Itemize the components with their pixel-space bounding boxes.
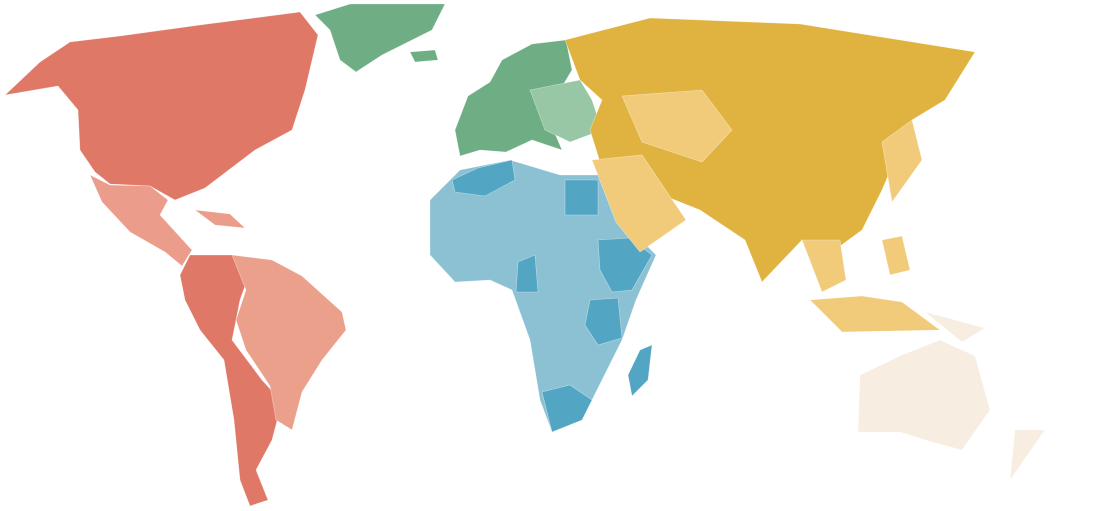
southeast-asia-shape[interactable] — [801, 239, 847, 293]
maghreb-shape[interactable] — [451, 159, 516, 197]
south-africa-shape[interactable] — [541, 384, 593, 433]
central-america-shape[interactable] — [89, 174, 193, 267]
region-north-america[interactable] — [4, 11, 319, 201]
south-america-west-shape[interactable] — [179, 254, 283, 507]
new-zealand-shape[interactable] — [1009, 429, 1046, 482]
central-asia-shape[interactable] — [621, 89, 733, 163]
caribbean-shape[interactable] — [193, 209, 246, 229]
region-greenland[interactable] — [314, 3, 446, 73]
region-central-america[interactable] — [89, 174, 246, 267]
central-africa-shape[interactable] — [515, 254, 539, 293]
new-guinea-shape[interactable] — [924, 311, 986, 343]
middle-east-shape[interactable] — [591, 154, 687, 253]
madagascar-shape[interactable] — [627, 344, 653, 397]
region-oceania[interactable] — [857, 311, 1046, 482]
south-america-east-shape[interactable] — [231, 254, 347, 431]
egypt-shape[interactable] — [564, 179, 599, 216]
region-africa-highlight[interactable] — [451, 159, 653, 433]
greenland-shape[interactable] — [314, 3, 446, 73]
tanzania-shape[interactable] — [584, 297, 623, 346]
region-south-america-east[interactable] — [231, 254, 347, 431]
region-south-america-west[interactable] — [179, 254, 283, 507]
philippines-shape[interactable] — [881, 235, 911, 276]
iceland-shape[interactable] — [409, 49, 439, 63]
region-africa[interactable] — [429, 159, 657, 433]
region-asia-light[interactable] — [591, 89, 941, 333]
japan-shape[interactable] — [881, 119, 923, 203]
indonesia-shape[interactable] — [809, 295, 941, 333]
north-america-shape[interactable] — [4, 11, 319, 201]
australia-shape[interactable] — [857, 339, 991, 451]
africa-shape[interactable] — [429, 159, 657, 433]
